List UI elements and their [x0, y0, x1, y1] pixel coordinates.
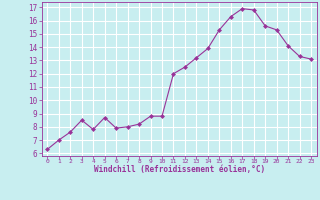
X-axis label: Windchill (Refroidissement éolien,°C): Windchill (Refroidissement éolien,°C): [94, 165, 265, 174]
